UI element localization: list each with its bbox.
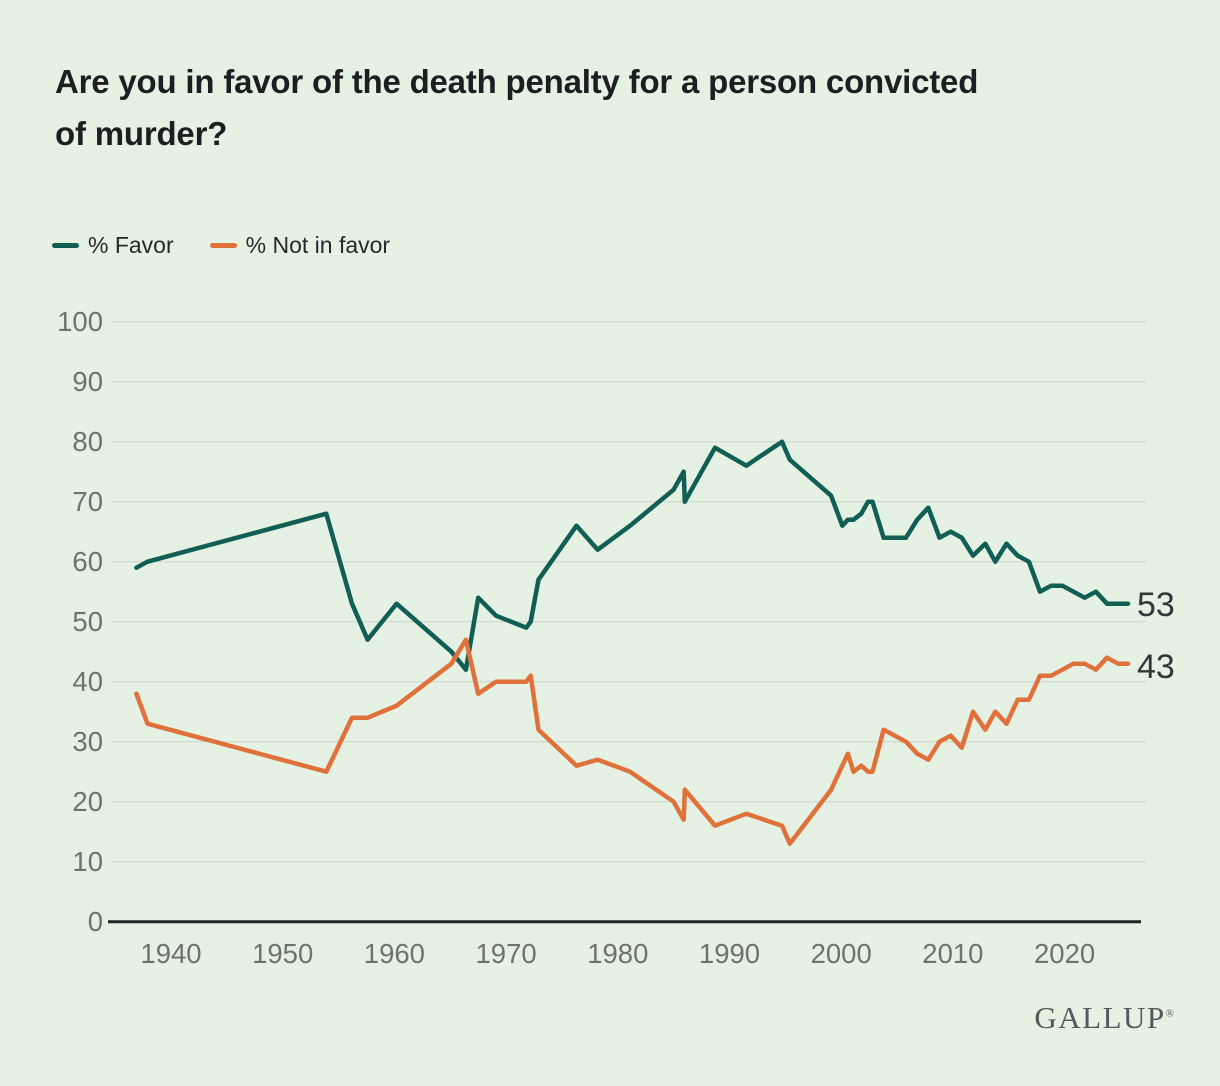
- x-tick-label-2020: 2020: [1034, 938, 1095, 969]
- y-tick-label-90: 90: [72, 366, 103, 397]
- not-favor-line-swatch-icon: [209, 243, 237, 248]
- legend-item-favor[interactable]: % Favor: [52, 232, 174, 259]
- gallup-logo: GALLUP®: [1034, 1000, 1174, 1036]
- legend: % Favor % Not in favor: [52, 232, 390, 259]
- y-tick-label-50: 50: [72, 606, 103, 637]
- registered-trademark-icon: ®: [1165, 1007, 1174, 1020]
- legend-label-not-favor: % Not in favor: [245, 232, 391, 258]
- x-tick-label-1960: 1960: [364, 938, 425, 969]
- y-tick-label-0: 0: [88, 906, 103, 937]
- legend-label-favor: % Favor: [88, 232, 174, 258]
- x-tick-label-1940: 1940: [140, 938, 201, 969]
- x-tick-label-2010: 2010: [922, 938, 983, 969]
- y-tick-label-20: 20: [72, 786, 103, 817]
- not-favor-end-value-label: 43: [1137, 648, 1175, 686]
- favor-line[interactable]: [134, 439, 1131, 672]
- chart-title: Are you in favor of the death penalty fo…: [55, 63, 979, 152]
- y-tick-label-30: 30: [72, 726, 103, 757]
- legend-item-not-favor[interactable]: % Not in favor: [209, 232, 391, 259]
- y-tick-label-100: 100: [57, 306, 103, 337]
- y-tick-label-40: 40: [72, 666, 103, 697]
- x-tick-label-1990: 1990: [699, 938, 760, 969]
- gallup-logo-text: GALLUP: [1034, 1000, 1166, 1035]
- y-tick-label-70: 70: [72, 486, 103, 517]
- x-tick-label-1970: 1970: [476, 938, 537, 969]
- x-tick-label-1950: 1950: [252, 938, 313, 969]
- not-favor-line[interactable]: [134, 637, 1131, 846]
- favor-line-swatch-icon: [52, 243, 79, 248]
- y-tick-label-80: 80: [72, 426, 103, 457]
- y-tick-label-10: 10: [72, 846, 103, 877]
- favor-end-value-label: 53: [1137, 586, 1175, 624]
- x-tick-label-1980: 1980: [587, 938, 648, 969]
- x-tick-label-2000: 2000: [811, 938, 872, 969]
- y-tick-label-60: 60: [72, 546, 103, 577]
